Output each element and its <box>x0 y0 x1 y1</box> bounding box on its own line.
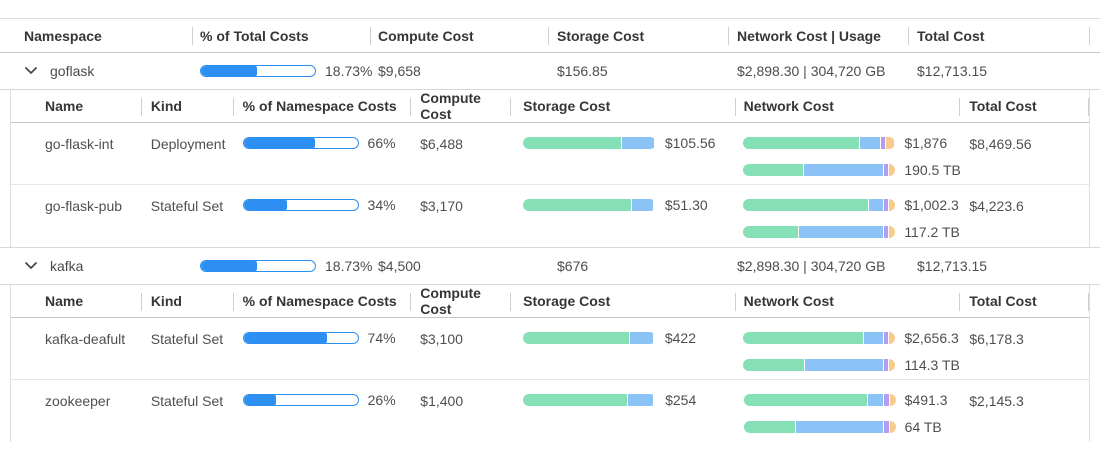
network-cost-bar <box>743 394 896 406</box>
network-usage-value: 64 TB <box>904 419 942 435</box>
col-header-compute: Compute Cost <box>410 90 510 122</box>
compute-cost-value: $4,500 <box>378 258 421 274</box>
goflask-workloads-table: Name Kind % of Namespace Costs Compute C… <box>0 89 1100 248</box>
network-usage-bar <box>743 359 896 371</box>
storage-cost-bar <box>523 394 656 406</box>
workload-name: go-flask-pub <box>45 198 123 214</box>
col-header-storage: Storage Cost <box>510 90 735 122</box>
workload-kind: Stateful Set <box>150 331 224 347</box>
network-usage-value: 117.2 TB <box>904 224 960 240</box>
network-cost-value: $2,656.3 <box>904 330 959 346</box>
col-header-total: Total Cost <box>908 19 1090 52</box>
pct-total-bar <box>200 260 316 272</box>
pct-namespace-bar <box>242 332 359 344</box>
namespace-name: goflask <box>50 63 95 79</box>
compute-cost-value: $9,658 <box>378 63 421 79</box>
col-header-name: Name <box>45 293 84 309</box>
network-cost-usage-value: $2,898.30 | 304,720 GB <box>737 258 886 274</box>
storage-cost-value: $156.85 <box>557 63 608 79</box>
col-header-total: Total Cost <box>959 90 1089 122</box>
col-header-pct-namespace: % of Namespace Costs <box>232 285 411 317</box>
col-header-namespace: Namespace <box>24 27 102 44</box>
col-header-compute: Compute Cost <box>410 285 510 317</box>
col-header-network: Network Cost <box>734 285 960 317</box>
workload-row-go-flask-int[interactable]: go-flask-int Deployment 66% $6,488 $105.… <box>11 123 1089 185</box>
workload-row-kafka-deafult[interactable]: kafka-deafult Stateful Set 74% $3,100 $4… <box>11 318 1089 380</box>
col-header-storage: Storage Cost <box>548 19 728 52</box>
namespace-name: kafka <box>50 258 84 274</box>
col-header-kind: Kind <box>140 285 233 317</box>
workload-kind: Deployment <box>150 136 226 152</box>
namespace-row-kafka[interactable]: kafka 18.73% $4,500 $676 $2,898.30 | 304… <box>0 248 1100 284</box>
network-usage-bar <box>743 226 896 238</box>
workload-name: kafka-deafult <box>45 331 126 347</box>
storage-cost-value: $105.56 <box>664 135 716 151</box>
total-cost-value: $12,713.15 <box>917 63 988 79</box>
col-header-network: Network Cost <box>734 90 960 122</box>
workload-kind: Stateful Set <box>150 393 224 409</box>
compute-cost-value: $6,488 <box>420 136 463 152</box>
storage-cost-value: $254 <box>665 392 697 408</box>
col-header-total: Total Cost <box>959 285 1089 317</box>
pct-total-value: 18.73% <box>325 258 373 274</box>
network-usage-bar <box>743 421 896 433</box>
namespace-row-goflask[interactable]: goflask 18.73% $9,658 $156.85 $2,898.30 … <box>0 53 1100 89</box>
workload-name: go-flask-int <box>45 136 114 152</box>
network-cost-bar <box>743 137 895 149</box>
pct-namespace-bar <box>242 137 359 149</box>
total-cost-value: $2,145.3 <box>969 393 1024 409</box>
compute-cost-value: $1,400 <box>420 393 464 409</box>
pct-namespace-value: 74% <box>367 330 396 346</box>
storage-cost-value: $422 <box>664 330 697 346</box>
network-cost-usage-value: $2,898.30 | 304,720 GB <box>737 63 886 79</box>
network-usage-value: 190.5 TB <box>904 162 961 178</box>
pct-namespace-bar <box>242 199 359 211</box>
chevron-down-icon[interactable] <box>24 262 38 270</box>
pct-namespace-value: 66% <box>367 135 396 151</box>
network-cost-value: $1,876 <box>904 135 948 151</box>
compute-cost-value: $3,100 <box>420 331 463 347</box>
total-cost-value: $4,223.6 <box>969 198 1024 214</box>
pct-total-bar <box>200 65 316 77</box>
total-cost-value: $8,469.56 <box>969 136 1032 152</box>
network-usage-value: 114.3 TB <box>904 357 960 373</box>
workload-row-zookeeper[interactable]: zookeeper Stateful Set 26% $1,400 $254 <box>11 380 1089 442</box>
storage-cost-value: $676 <box>557 258 589 274</box>
network-cost-value: $1,002.3 <box>904 197 959 213</box>
col-header-compute: Compute Cost <box>370 19 548 52</box>
pct-namespace-bar <box>242 394 359 406</box>
storage-cost-bar <box>522 137 656 149</box>
workload-table-header: Name Kind % of Namespace Costs Compute C… <box>11 90 1089 123</box>
total-cost-value: $6,178.3 <box>969 331 1024 347</box>
total-cost-value: $12,713.15 <box>917 258 988 274</box>
network-usage-bar <box>743 164 896 176</box>
workload-kind: Stateful Set <box>150 198 224 214</box>
col-header-kind: Kind <box>140 90 233 122</box>
namespace-table-header: Namespace % of Total Costs Compute Cost … <box>0 19 1100 53</box>
pct-total-value: 18.73% <box>325 63 373 79</box>
kafka-workloads-table: Name Kind % of Namespace Costs Compute C… <box>0 284 1100 442</box>
workload-row-go-flask-pub[interactable]: go-flask-pub Stateful Set 34% $3,170 $51… <box>11 185 1089 247</box>
chevron-down-icon[interactable] <box>24 67 38 75</box>
col-header-pct-namespace: % of Namespace Costs <box>232 90 411 122</box>
col-header-network: Network Cost | Usage <box>728 19 908 52</box>
col-header-pct-total: % of Total Costs <box>192 19 370 52</box>
network-cost-bar <box>743 199 896 211</box>
storage-cost-bar <box>522 332 656 344</box>
pct-namespace-value: 26% <box>367 392 396 408</box>
network-cost-value: $491.3 <box>904 392 948 408</box>
workload-table-header: Name Kind % of Namespace Costs Compute C… <box>11 285 1089 318</box>
cost-table: Namespace % of Total Costs Compute Cost … <box>0 18 1100 442</box>
storage-cost-value: $51.30 <box>664 197 708 213</box>
storage-cost-bar <box>522 199 656 211</box>
network-cost-bar <box>743 332 896 344</box>
workload-name: zookeeper <box>45 393 111 409</box>
compute-cost-value: $3,170 <box>420 198 463 214</box>
col-header-storage: Storage Cost <box>510 285 735 317</box>
col-header-name: Name <box>45 98 84 114</box>
pct-namespace-value: 34% <box>367 197 396 213</box>
